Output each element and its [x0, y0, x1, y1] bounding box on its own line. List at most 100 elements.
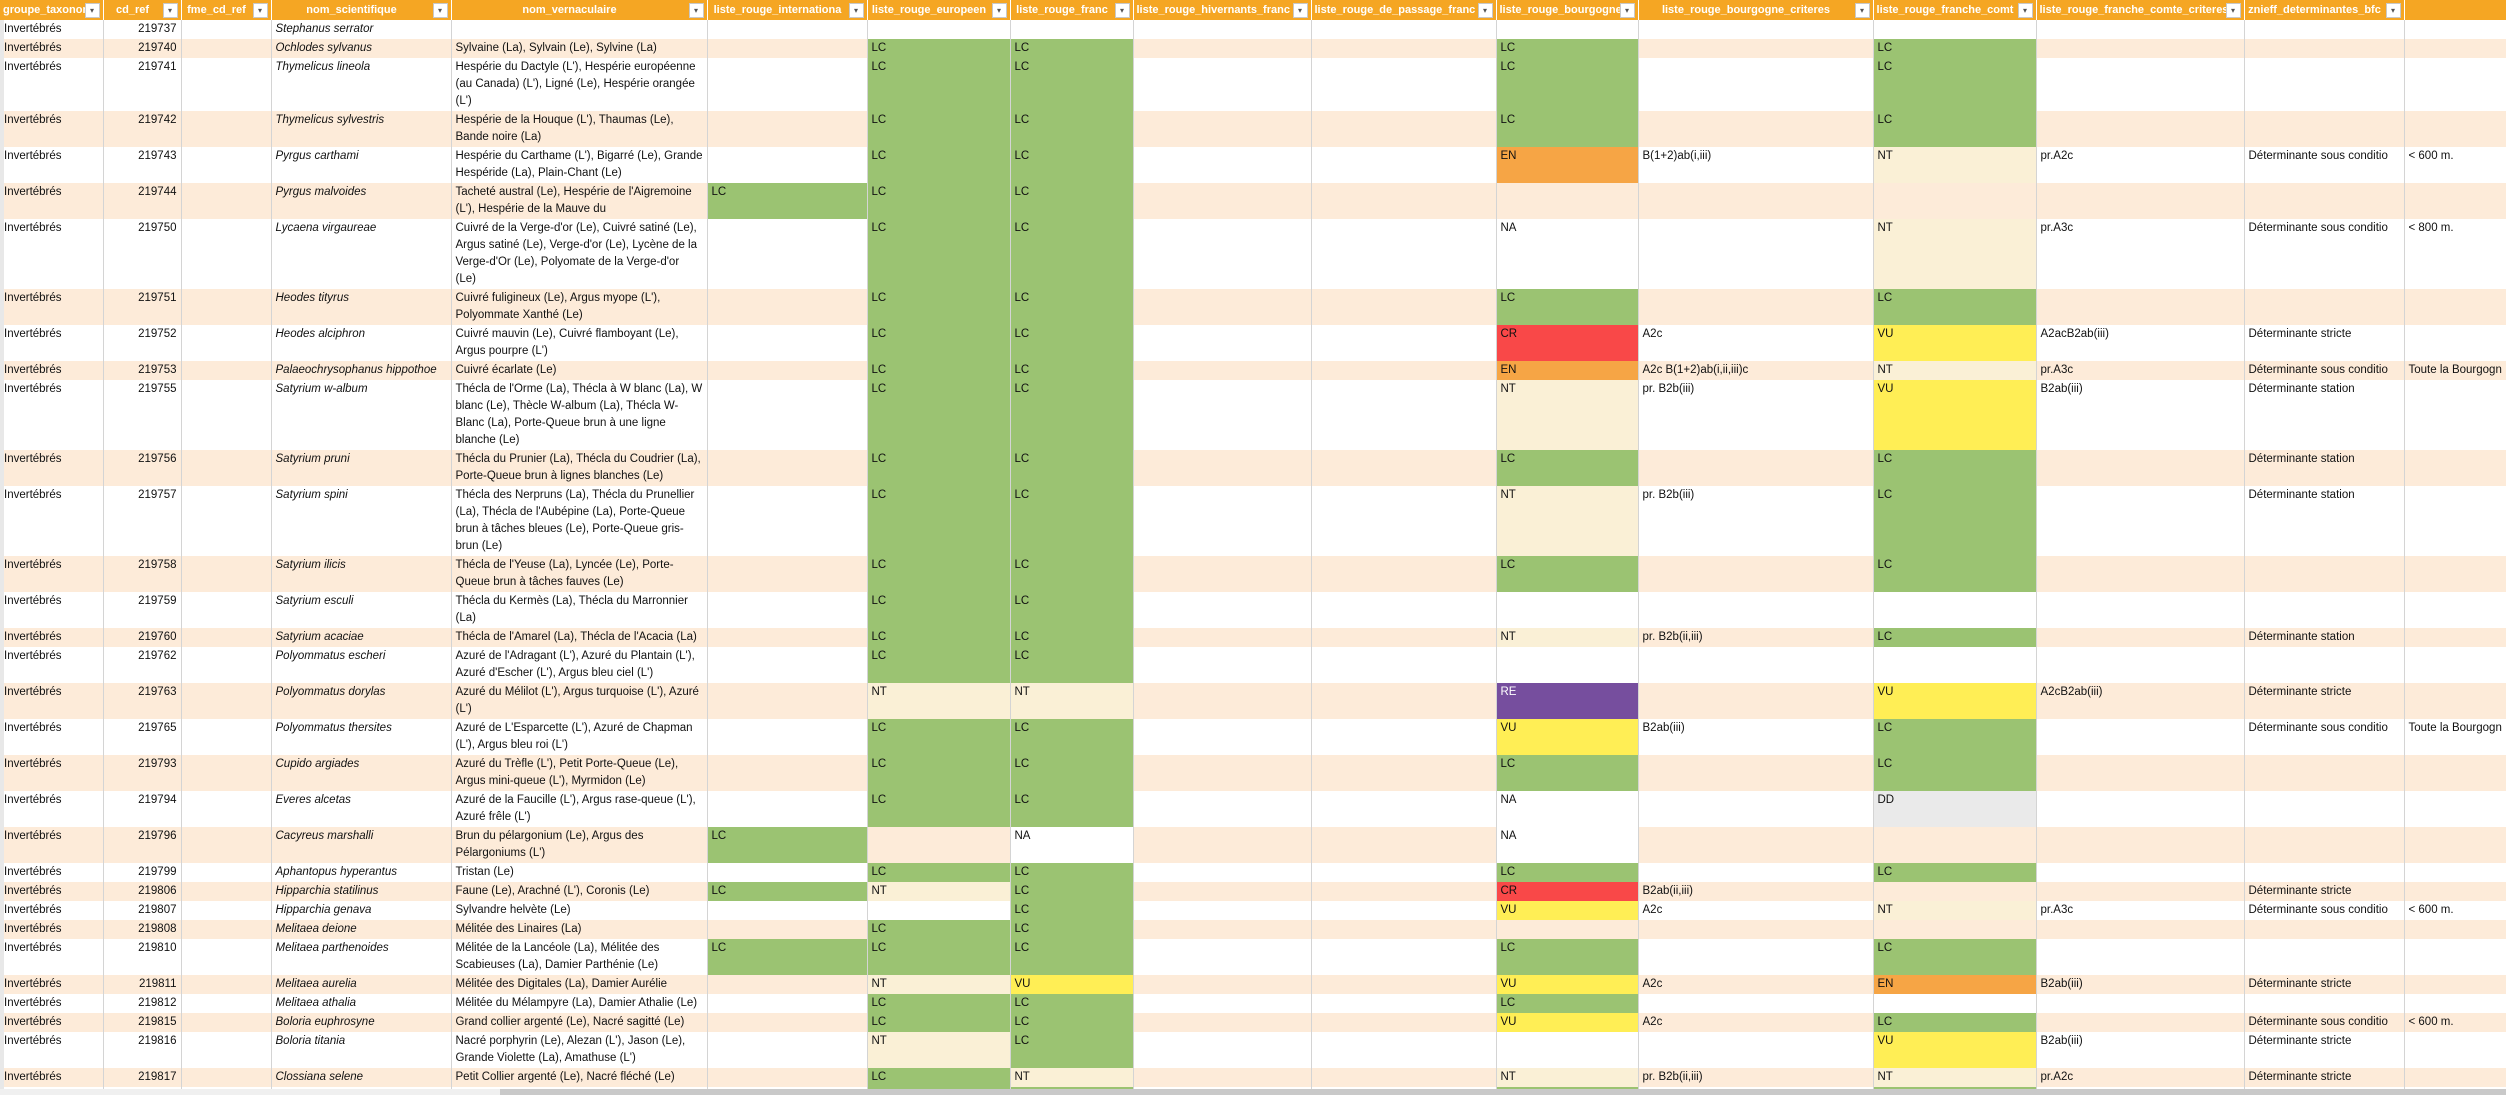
cell-sci[interactable]: Melitaea aurelia	[271, 975, 452, 994]
cell-cd[interactable]: 219816	[103, 1032, 182, 1068]
cell-pass[interactable]	[1311, 1013, 1497, 1032]
cell-intl[interactable]	[707, 1032, 868, 1068]
column-header-fccrit[interactable]: liste_rouge_franche_comte_criteres ▾	[2036, 0, 2245, 20]
cell-vern[interactable]: Thécla du Prunier (La), Thécla du Coudri…	[451, 450, 708, 486]
cell-bourg[interactable]: CR	[1496, 882, 1639, 901]
cell-groupe[interactable]: Invertébrés	[0, 628, 104, 647]
cell-eur[interactable]: LC	[867, 939, 1011, 975]
cell-sci[interactable]: Boloria euphrosyne	[271, 1013, 452, 1032]
cell-eur[interactable]: LC	[867, 58, 1011, 111]
cell-hiv[interactable]	[1133, 882, 1312, 901]
cell-bourg[interactable]: EN	[1496, 361, 1639, 380]
cell-bourgcrit[interactable]: pr. B2b(iii)	[1638, 380, 1874, 450]
cell-intl[interactable]	[707, 1013, 868, 1032]
cell-znieff[interactable]	[2244, 827, 2405, 863]
cell-pass[interactable]	[1311, 827, 1497, 863]
cell-eur[interactable]: LC	[867, 994, 1011, 1013]
cell-eur[interactable]	[867, 20, 1011, 39]
cell-fccrit[interactable]	[2036, 791, 2245, 827]
cell-cd[interactable]: 219758	[103, 556, 182, 592]
cell-extra[interactable]: Toute la Bourgogn	[2404, 719, 2506, 755]
cell-eur[interactable]: LC	[867, 1068, 1011, 1087]
cell-fccrit[interactable]: pr.A2c	[2036, 147, 2245, 183]
cell-cd[interactable]: 219737	[103, 20, 182, 39]
cell-znieff[interactable]: Déterminante sous conditio	[2244, 1013, 2405, 1032]
column-header-eur[interactable]: liste_rouge_europeen ▾	[867, 0, 1011, 20]
cell-hiv[interactable]	[1133, 361, 1312, 380]
column-header-fr[interactable]: liste_rouge_franc ▾	[1010, 0, 1134, 20]
cell-fme[interactable]	[181, 975, 272, 994]
cell-eur[interactable]: LC	[867, 755, 1011, 791]
cell-cd[interactable]: 219755	[103, 380, 182, 450]
cell-vern[interactable]: Mélitée de la Lancéole (La), Mélitée des…	[451, 939, 708, 975]
cell-pass[interactable]	[1311, 39, 1497, 58]
cell-fme[interactable]	[181, 486, 272, 556]
cell-sci[interactable]: Clossiana selene	[271, 1068, 452, 1087]
cell-hiv[interactable]	[1133, 994, 1312, 1013]
cell-bourgcrit[interactable]	[1638, 1032, 1874, 1068]
cell-eur[interactable]: LC	[867, 111, 1011, 147]
cell-vern[interactable]: Azuré du Trèfle (L'), Petit Porte-Queue …	[451, 755, 708, 791]
cell-hiv[interactable]	[1133, 380, 1312, 450]
cell-vern[interactable]: Hespérie du Carthame (L'), Bigarré (Le),…	[451, 147, 708, 183]
cell-fccrit[interactable]	[2036, 1013, 2245, 1032]
cell-sci[interactable]: Melitaea athalia	[271, 994, 452, 1013]
cell-intl[interactable]: LC	[707, 939, 868, 975]
cell-hiv[interactable]	[1133, 863, 1312, 882]
cell-fccrit[interactable]: B2ab(iii)	[2036, 975, 2245, 994]
cell-bourg[interactable]: EN	[1496, 147, 1639, 183]
cell-bourgcrit[interactable]: B2ab(iii)	[1638, 719, 1874, 755]
cell-cd[interactable]: 219799	[103, 863, 182, 882]
cell-intl[interactable]	[707, 628, 868, 647]
cell-eur[interactable]: LC	[867, 592, 1011, 628]
cell-fme[interactable]	[181, 20, 272, 39]
cell-hiv[interactable]	[1133, 1068, 1312, 1087]
cell-bourg[interactable]: NA	[1496, 827, 1639, 863]
cell-extra[interactable]	[2404, 450, 2506, 486]
cell-vern[interactable]: Mélitée des Digitales (La), Damier Aurél…	[451, 975, 708, 994]
cell-cd[interactable]: 219759	[103, 592, 182, 628]
cell-pass[interactable]	[1311, 920, 1497, 939]
cell-vern[interactable]: Thécla des Nerpruns (La), Thécla du Prun…	[451, 486, 708, 556]
cell-fme[interactable]	[181, 994, 272, 1013]
cell-intl[interactable]	[707, 58, 868, 111]
cell-extra[interactable]	[2404, 882, 2506, 901]
cell-groupe[interactable]: Invertébrés	[0, 882, 104, 901]
cell-bourg[interactable]: LC	[1496, 289, 1639, 325]
cell-fme[interactable]	[181, 939, 272, 975]
cell-sci[interactable]: Hipparchia statilinus	[271, 882, 452, 901]
cell-fme[interactable]	[181, 1013, 272, 1032]
cell-intl[interactable]: LC	[707, 183, 868, 219]
column-header-bourg[interactable]: liste_rouge_bourgogne ▾	[1496, 0, 1639, 20]
column-header-hiv[interactable]: liste_rouge_hivernants_franc ▾	[1133, 0, 1312, 20]
cell-pass[interactable]	[1311, 683, 1497, 719]
cell-pass[interactable]	[1311, 719, 1497, 755]
cell-eur[interactable]: NT	[867, 683, 1011, 719]
cell-intl[interactable]	[707, 994, 868, 1013]
cell-sci[interactable]: Aphantopus hyperantus	[271, 863, 452, 882]
cell-znieff[interactable]	[2244, 994, 2405, 1013]
cell-bourgcrit[interactable]	[1638, 556, 1874, 592]
cell-fc[interactable]: NT	[1873, 219, 2037, 289]
cell-hiv[interactable]	[1133, 219, 1312, 289]
cell-sci[interactable]: Pyrgus malvoides	[271, 183, 452, 219]
cell-fme[interactable]	[181, 755, 272, 791]
cell-groupe[interactable]: Invertébrés	[0, 1013, 104, 1032]
cell-intl[interactable]: LC	[707, 882, 868, 901]
cell-vern[interactable]: Brun du pélargonium (Le), Argus des Péla…	[451, 827, 708, 863]
horizontal-scrollbar-thumb[interactable]	[500, 1089, 2506, 1095]
cell-fme[interactable]	[181, 1032, 272, 1068]
cell-extra[interactable]	[2404, 994, 2506, 1013]
cell-eur[interactable]: LC	[867, 361, 1011, 380]
cell-fme[interactable]	[181, 450, 272, 486]
cell-fr[interactable]: LC	[1010, 219, 1134, 289]
cell-groupe[interactable]: Invertébrés	[0, 380, 104, 450]
cell-fccrit[interactable]: pr.A3c	[2036, 901, 2245, 920]
cell-sci[interactable]: Thymelicus sylvestris	[271, 111, 452, 147]
cell-vern[interactable]: Hespérie de la Houque (L'), Thaumas (Le)…	[451, 111, 708, 147]
cell-fc[interactable]: LC	[1873, 863, 2037, 882]
cell-fc[interactable]: VU	[1873, 325, 2037, 361]
cell-intl[interactable]	[707, 289, 868, 325]
cell-bourg[interactable]: VU	[1496, 719, 1639, 755]
